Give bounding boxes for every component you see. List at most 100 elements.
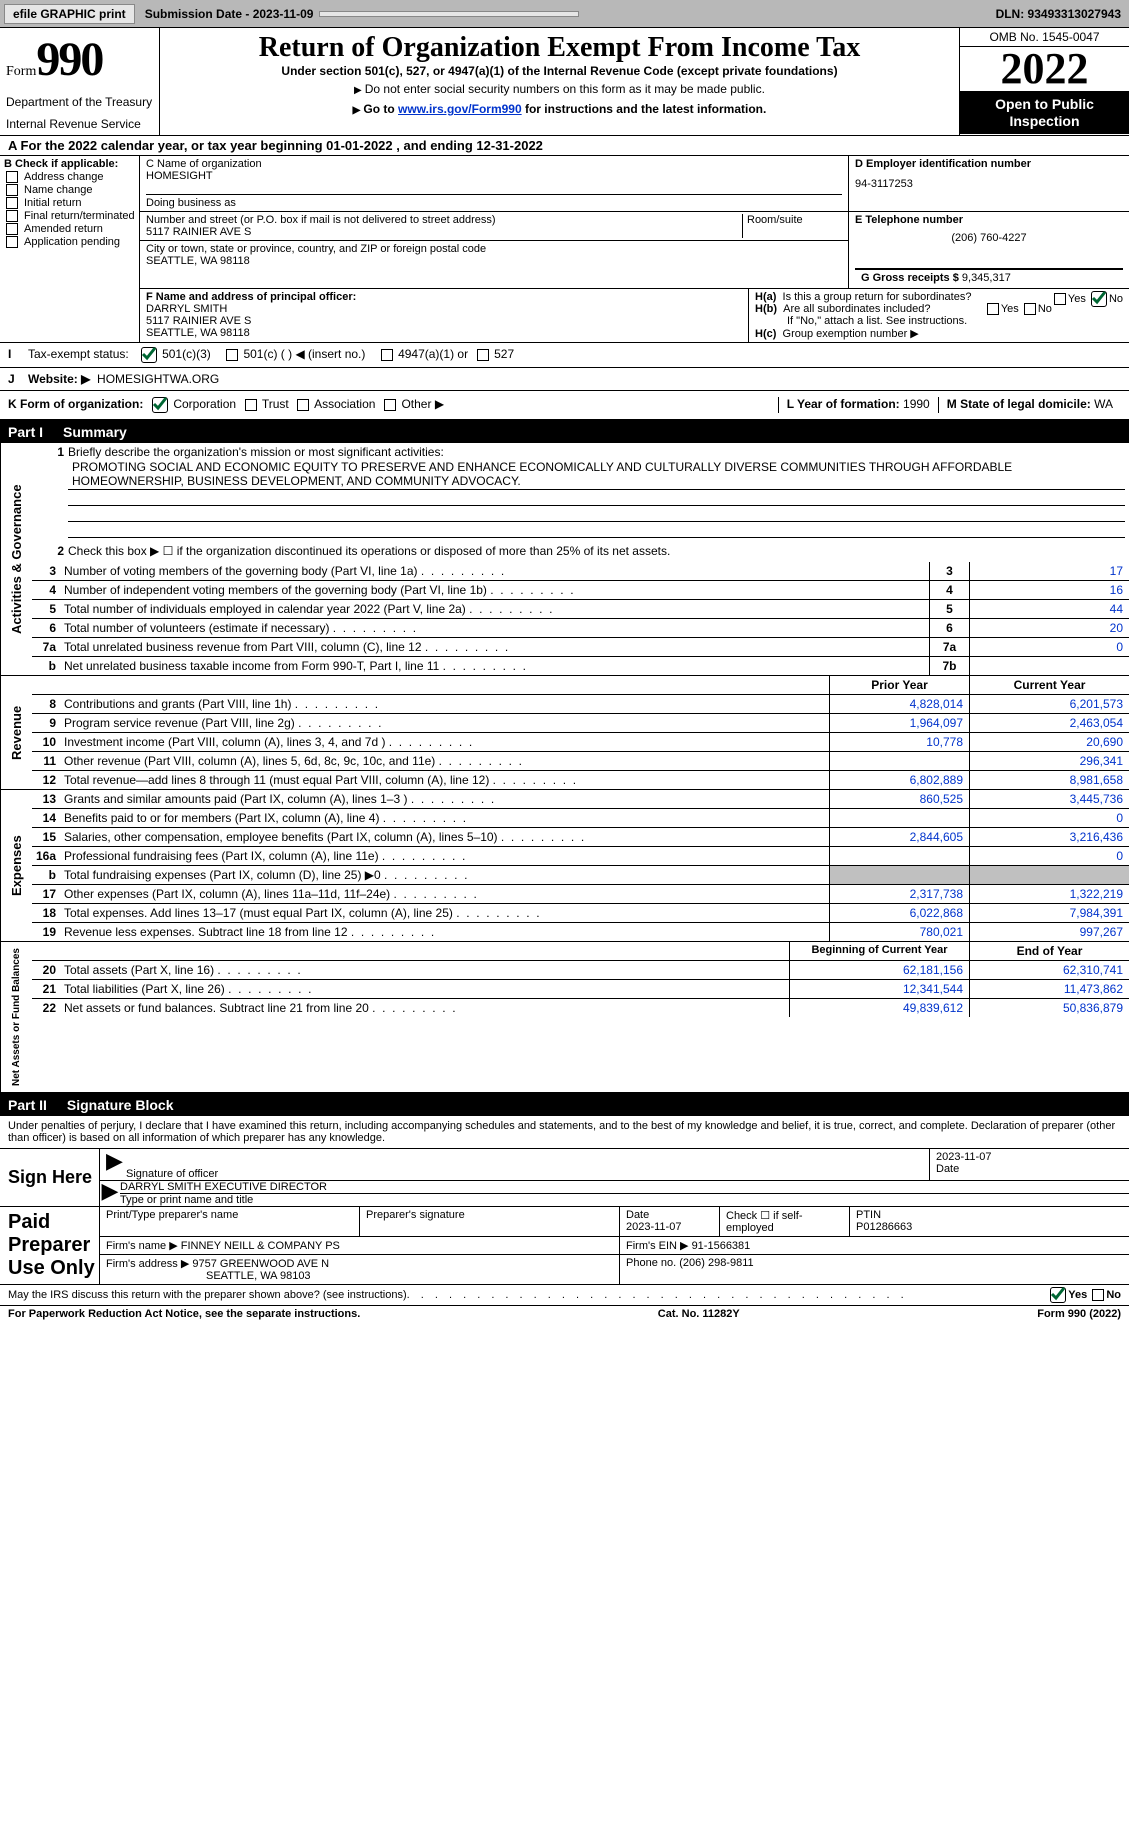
sig-date-value: 2023-11-07 xyxy=(936,1151,1123,1163)
dept-treasury: Department of the Treasury xyxy=(6,95,153,109)
chk-4947[interactable] xyxy=(381,349,393,361)
chk-app-pending[interactable] xyxy=(6,236,18,248)
tel-value: (206) 760-4227 xyxy=(855,232,1123,244)
submission-date: Submission Date - 2023-11-09 xyxy=(139,7,320,21)
chk-hb-yes[interactable] xyxy=(987,303,999,315)
chk-initial-return[interactable] xyxy=(6,197,18,209)
chk-name-change[interactable] xyxy=(6,184,18,196)
firm-addr2: SEATTLE, WA 98103 xyxy=(106,1270,311,1282)
street-label: Number and street (or P.O. box if mail i… xyxy=(146,214,742,226)
arrow-icon-2: ▶ xyxy=(100,1181,120,1206)
date-header: Date xyxy=(626,1209,649,1221)
sub3-prefix: Go to xyxy=(363,102,398,116)
chk-trust[interactable] xyxy=(245,399,257,411)
chk-527[interactable] xyxy=(477,349,489,361)
city-value: SEATTLE, WA 98118 xyxy=(146,255,842,267)
org-name: HOMESIGHT xyxy=(146,170,842,182)
hdr-begin-year: Beginning of Current Year xyxy=(789,942,969,960)
open-public-badge: Open to Public Inspection xyxy=(960,92,1129,134)
opt-501c3: 501(c)(3) xyxy=(162,347,211,361)
phone-label: Phone no. xyxy=(626,1257,676,1269)
chk-discuss-yes[interactable] xyxy=(1050,1287,1066,1303)
irs-label: Internal Revenue Service xyxy=(6,117,153,131)
cat-no: Cat. No. 11282Y xyxy=(658,1308,740,1320)
sub3-suffix: for instructions and the latest informat… xyxy=(522,102,767,116)
k-label: K Form of organization: xyxy=(8,397,143,411)
form-header: Form990 Department of the Treasury Inter… xyxy=(0,28,1129,136)
paid-preparer-label: Paid Preparer Use Only xyxy=(0,1207,100,1284)
lbl-final-return: Final return/terminated xyxy=(24,210,135,222)
form-subtitle-2: Do not enter social security numbers on … xyxy=(365,82,765,96)
lbl-app-pending: Application pending xyxy=(24,236,120,248)
chk-assoc[interactable] xyxy=(297,399,309,411)
hdr-end-year: End of Year xyxy=(969,942,1129,960)
opt-527: 527 xyxy=(494,347,514,361)
chk-501c[interactable] xyxy=(226,349,238,361)
firm-addr1: 9757 GREENWOOD AVE N xyxy=(192,1258,329,1270)
vlabel-rev: Revenue xyxy=(0,676,32,789)
lbl-initial-return: Initial return xyxy=(24,197,81,209)
arrow-icon: ▶ xyxy=(100,1149,120,1180)
hb-text: Are all subordinates included? xyxy=(783,303,930,315)
firm-ein: 91-1566381 xyxy=(692,1240,751,1252)
mission-text: PROMOTING SOCIAL AND ECONOMIC EQUITY TO … xyxy=(68,459,1125,490)
vlabel-gov: Activities & Governance xyxy=(0,443,32,675)
print-name-header: Print/Type preparer's name xyxy=(100,1207,360,1236)
efile-print-button[interactable]: efile GRAPHIC print xyxy=(4,4,135,24)
q1-label: Briefly describe the organization's miss… xyxy=(68,445,1125,459)
officer-city: SEATTLE, WA 98118 xyxy=(146,327,742,339)
section-b-c: B Check if applicable: Address change Na… xyxy=(0,156,1129,343)
chk-ha-no[interactable] xyxy=(1091,291,1107,307)
chk-corp[interactable] xyxy=(152,397,168,413)
empty-button[interactable] xyxy=(319,11,579,17)
prep-date: 2023-11-07 xyxy=(626,1221,681,1233)
form-subtitle-1: Under section 501(c), 527, or 4947(a)(1)… xyxy=(164,64,955,78)
hb-note: If "No," attach a list. See instructions… xyxy=(755,315,1123,327)
phone-value: (206) 298-9811 xyxy=(679,1257,753,1269)
chk-501c3[interactable] xyxy=(141,347,157,363)
sig-officer-label: Signature of officer xyxy=(126,1168,218,1180)
j-label: Website: ▶ xyxy=(28,372,90,386)
q2-text: Check this box ▶ ☐ if the organization d… xyxy=(64,544,1125,558)
form-number: 990 xyxy=(36,33,102,86)
ein-value: 94-3117253 xyxy=(855,178,1123,190)
opt-other: Other ▶ xyxy=(401,397,444,411)
e-tel-label: E Telephone number xyxy=(855,214,1123,226)
vlabel-net: Net Assets or Fund Balances xyxy=(0,942,32,1092)
type-print-label: Type or print name and title xyxy=(120,1193,1129,1206)
form-title: Return of Organization Exempt From Incom… xyxy=(164,32,955,64)
tax-year: 2022 xyxy=(960,47,1129,92)
prep-sig-header: Preparer's signature xyxy=(360,1207,620,1236)
dba-label: Doing business as xyxy=(146,194,842,209)
hdr-prior-year: Prior Year xyxy=(829,676,969,694)
discuss-yes: Yes xyxy=(1068,1289,1087,1301)
chk-other[interactable] xyxy=(384,399,396,411)
chk-final-return[interactable] xyxy=(6,210,18,222)
ptin-value: P01286663 xyxy=(856,1221,912,1233)
chk-discuss-no[interactable] xyxy=(1092,1289,1104,1301)
chk-hb-no[interactable] xyxy=(1024,303,1036,315)
g-label: G Gross receipts $ xyxy=(861,272,959,284)
irs-link[interactable]: www.irs.gov/Form990 xyxy=(398,102,522,116)
g-amount: 9,345,317 xyxy=(962,272,1011,284)
firm-name-label: Firm's name ▶ xyxy=(106,1240,178,1252)
lbl-name-change: Name change xyxy=(24,184,93,196)
discuss-text: May the IRS discuss this return with the… xyxy=(8,1289,407,1301)
ha-text: Is this a group return for subordinates? xyxy=(783,291,972,303)
chk-address-change[interactable] xyxy=(6,171,18,183)
l-label: L Year of formation: xyxy=(787,397,900,411)
opt-4947: 4947(a)(1) or xyxy=(398,347,468,361)
firm-name: FINNEY NEILL & COMPANY PS xyxy=(181,1240,340,1252)
room-label: Room/suite xyxy=(742,214,842,238)
c-name-label: C Name of organization xyxy=(146,158,842,170)
chk-ha-yes[interactable] xyxy=(1054,293,1066,305)
form-footer: Form 990 (2022) xyxy=(1037,1308,1121,1320)
firm-addr-label: Firm's address ▶ xyxy=(106,1258,189,1270)
chk-amended[interactable] xyxy=(6,223,18,235)
opt-corp: Corporation xyxy=(173,397,236,411)
ptin-header: PTIN xyxy=(856,1209,881,1221)
lbl-address-change: Address change xyxy=(24,171,104,183)
opt-assoc: Association xyxy=(314,397,375,411)
top-toolbar: efile GRAPHIC print Submission Date - 20… xyxy=(0,0,1129,28)
hdr-current-year: Current Year xyxy=(969,676,1129,694)
